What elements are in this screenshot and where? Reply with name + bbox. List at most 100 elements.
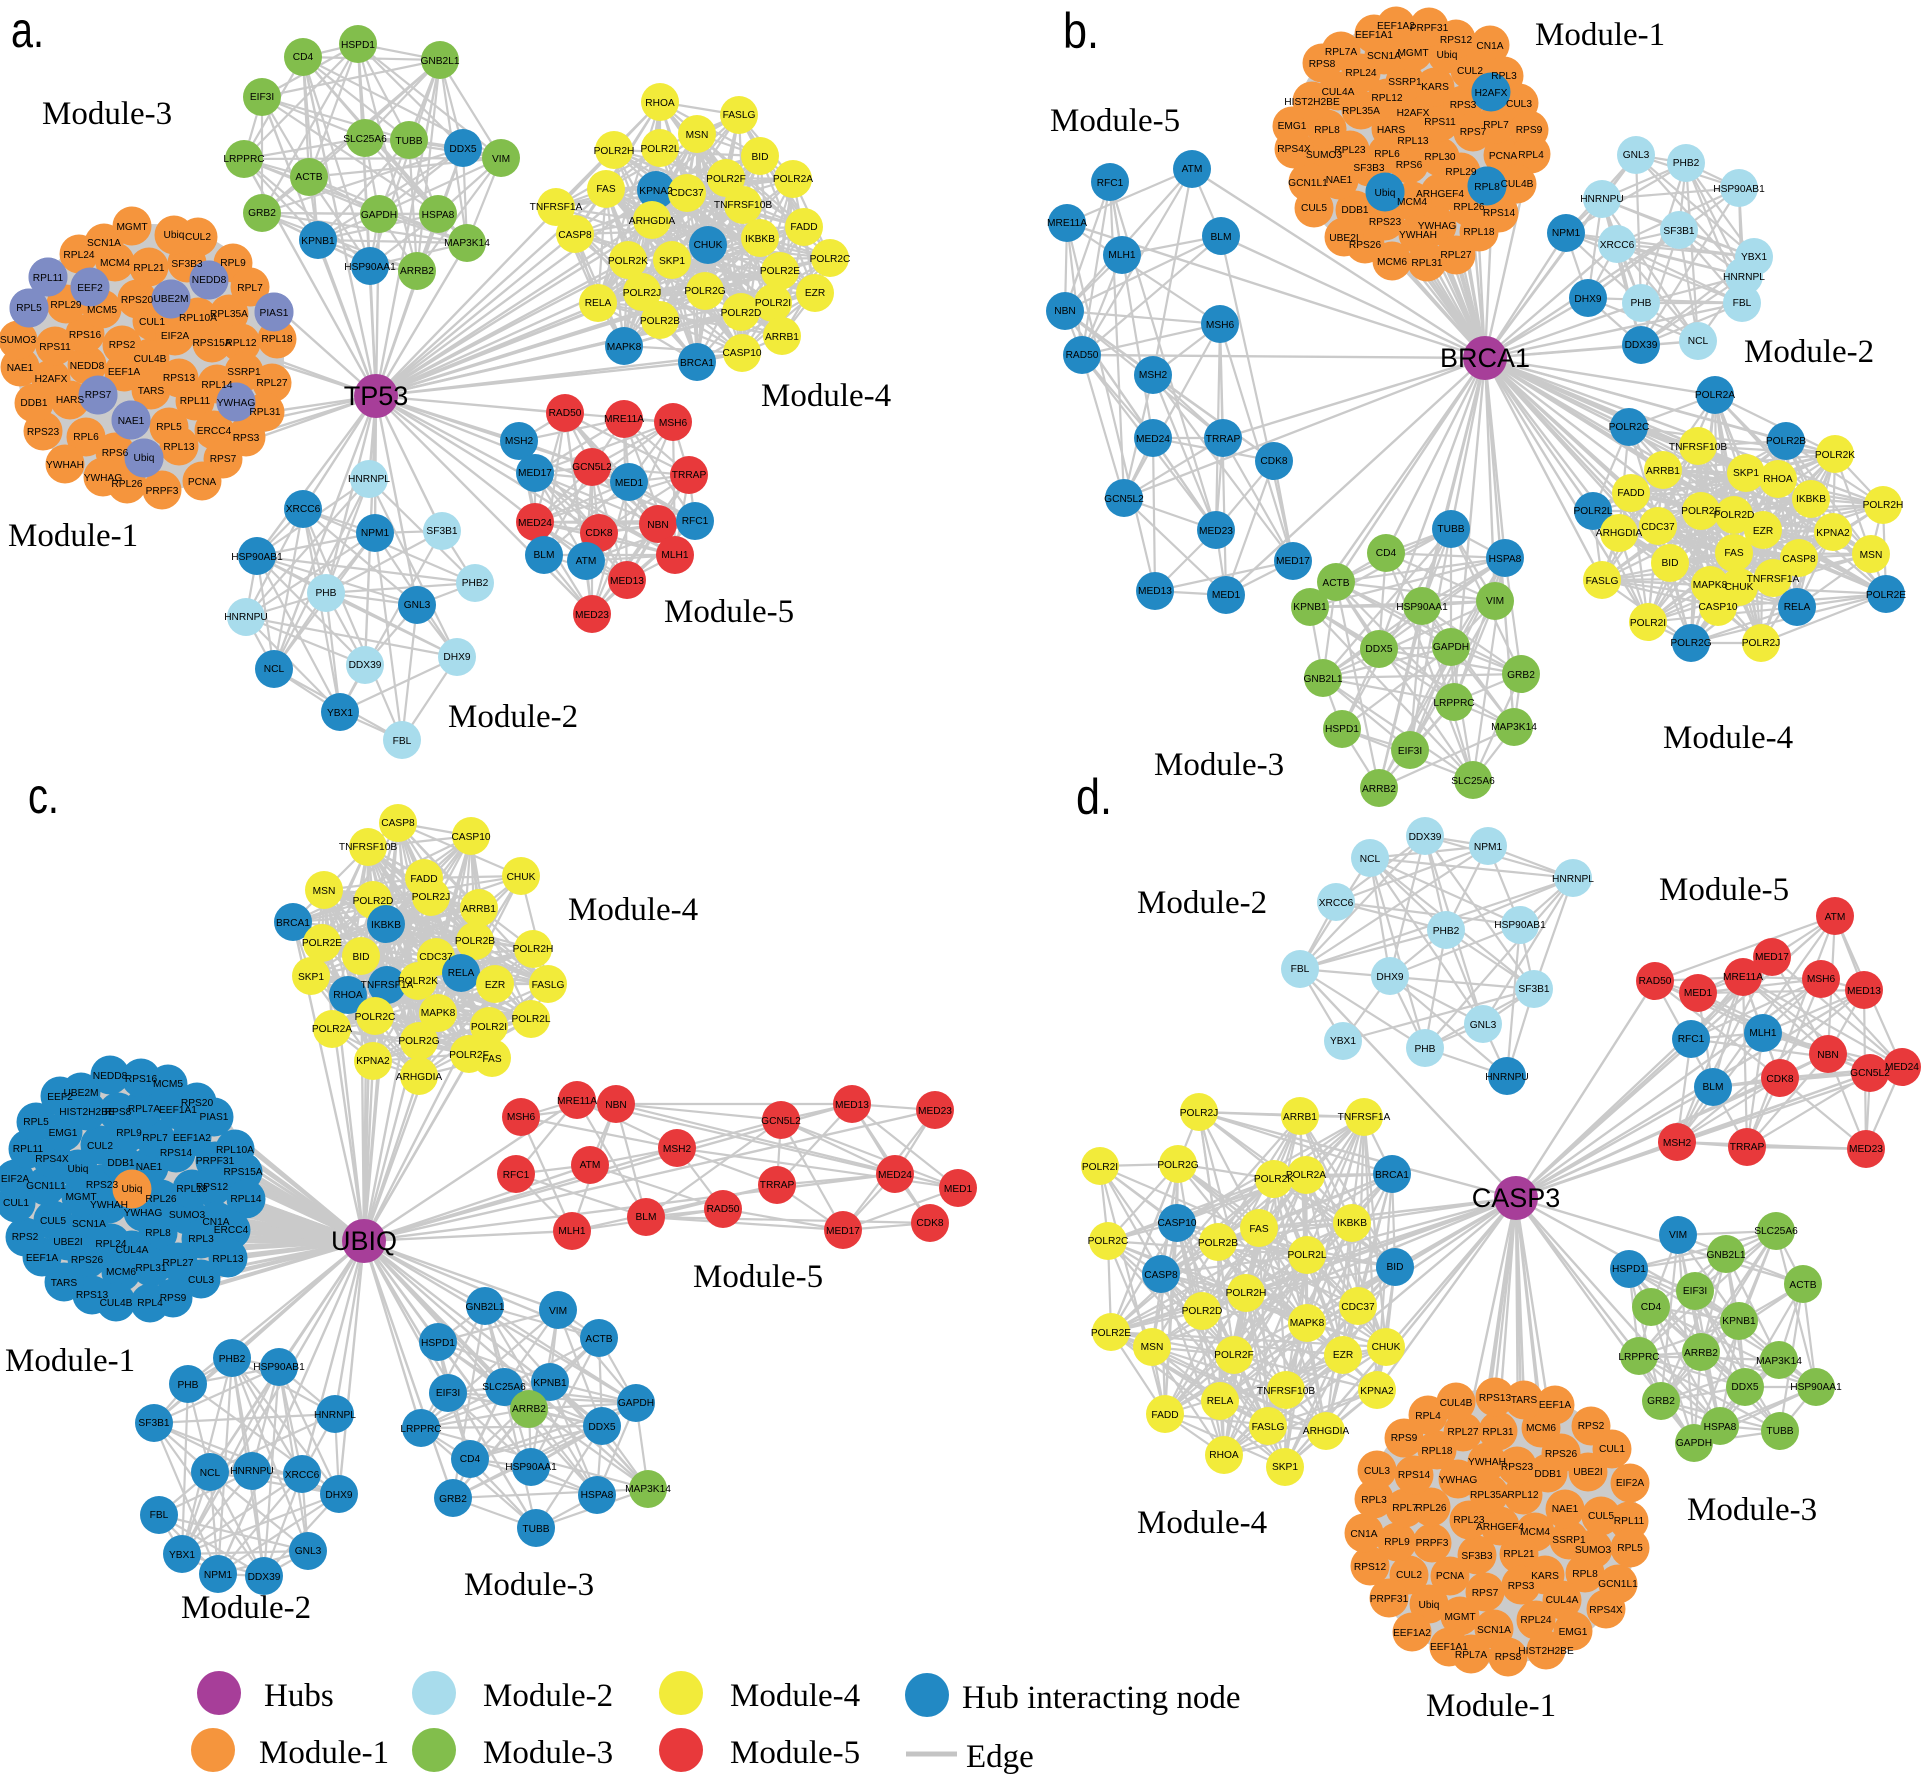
svg-text:MED13: MED13 [835, 1100, 869, 1111]
svg-text:EEF2: EEF2 [47, 1092, 73, 1103]
svg-text:NBN: NBN [605, 1100, 627, 1111]
svg-text:KPNA2: KPNA2 [1816, 528, 1850, 539]
svg-text:Ubiq: Ubiq [122, 1184, 143, 1195]
svg-text:POLR2D: POLR2D [353, 896, 394, 907]
svg-text:CDC37: CDC37 [670, 188, 704, 199]
svg-text:NEDD8: NEDD8 [70, 361, 105, 372]
svg-text:SKP1: SKP1 [1272, 1462, 1298, 1473]
svg-text:NAE1: NAE1 [1326, 175, 1353, 186]
svg-text:Module-3: Module-3 [464, 1567, 594, 1603]
svg-text:YBX1: YBX1 [169, 1550, 195, 1561]
svg-text:RPL14: RPL14 [201, 380, 232, 391]
svg-text:RPL12: RPL12 [1507, 1490, 1538, 1501]
svg-text:RPL13: RPL13 [212, 1254, 243, 1265]
svg-text:MED23: MED23 [1199, 526, 1233, 537]
svg-text:POLR2F: POLR2F [706, 174, 746, 185]
svg-text:KARS: KARS [1421, 82, 1449, 93]
svg-text:RPL6: RPL6 [1374, 149, 1400, 160]
svg-text:RPL7: RPL7 [237, 283, 263, 294]
svg-text:KPNB1: KPNB1 [1722, 1316, 1756, 1327]
svg-text:CN1A: CN1A [1350, 1529, 1377, 1540]
svg-text:MCM4: MCM4 [1397, 197, 1427, 208]
svg-text:RPL26: RPL26 [1453, 202, 1484, 213]
svg-text:GCN1L1: GCN1L1 [26, 1181, 66, 1192]
svg-text:RPS9: RPS9 [1516, 125, 1543, 136]
svg-text:FASLG: FASLG [723, 110, 756, 121]
svg-text:RPS3: RPS3 [1508, 1581, 1535, 1592]
svg-text:H2AFX: H2AFX [1397, 108, 1430, 119]
svg-text:CUL2: CUL2 [185, 232, 211, 243]
svg-text:CHUK: CHUK [507, 872, 536, 883]
svg-text:TNFRSF10B: TNFRSF10B [1257, 1386, 1316, 1397]
svg-text:SLC25A6: SLC25A6 [343, 134, 387, 145]
svg-text:UBE2M: UBE2M [153, 294, 188, 305]
svg-text:RPL10A: RPL10A [179, 313, 217, 324]
svg-text:MAPK8: MAPK8 [1693, 580, 1728, 591]
svg-text:HSPA8: HSPA8 [422, 210, 455, 221]
svg-text:HIST2H2BE: HIST2H2BE [1518, 1646, 1574, 1657]
svg-text:EEF1A1: EEF1A1 [159, 1105, 197, 1116]
svg-text:GAPDH: GAPDH [361, 210, 397, 221]
svg-text:POLR2H: POLR2H [1863, 500, 1904, 511]
svg-text:POLR2C: POLR2C [1609, 422, 1650, 433]
svg-text:PHB: PHB [1631, 298, 1652, 309]
svg-text:PRPF31: PRPF31 [1410, 23, 1449, 34]
svg-text:GNL3: GNL3 [295, 1546, 322, 1557]
svg-text:HIST2H2BE: HIST2H2BE [1284, 97, 1340, 108]
svg-text:RPL27: RPL27 [1440, 250, 1471, 261]
svg-text:GRB2: GRB2 [439, 1494, 467, 1505]
svg-text:RPL31: RPL31 [1482, 1427, 1513, 1438]
svg-text:RPL3: RPL3 [1491, 71, 1517, 82]
svg-text:RHOA: RHOA [645, 98, 675, 109]
svg-text:NBN: NBN [647, 520, 669, 531]
svg-text:MED24: MED24 [1885, 1062, 1919, 1073]
svg-text:FADD: FADD [410, 874, 437, 885]
svg-text:EIF3I: EIF3I [250, 92, 274, 103]
svg-text:HSPA8: HSPA8 [581, 1490, 614, 1501]
svg-text:NCL: NCL [264, 664, 285, 675]
svg-text:RPL5: RPL5 [156, 422, 182, 433]
svg-text:MED13: MED13 [1138, 586, 1172, 597]
svg-text:YWHAH: YWHAH [1399, 230, 1437, 241]
svg-text:BRCA1: BRCA1 [1440, 343, 1530, 373]
svg-text:RPS7: RPS7 [210, 454, 237, 465]
svg-text:POLR2E: POLR2E [760, 266, 800, 277]
svg-text:EIF3I: EIF3I [1683, 1286, 1707, 1297]
svg-text:DDX5: DDX5 [588, 1422, 616, 1433]
svg-text:MGMT: MGMT [116, 222, 147, 233]
svg-text:GAPDH: GAPDH [1676, 1438, 1712, 1449]
svg-text:HNRNPL: HNRNPL [1723, 272, 1765, 283]
svg-text:TUBB: TUBB [395, 136, 422, 147]
svg-text:RPS13: RPS13 [1479, 1393, 1512, 1404]
svg-text:RPL8: RPL8 [145, 1228, 171, 1239]
svg-text:POLR2K: POLR2K [608, 256, 648, 267]
svg-text:SLC25A6: SLC25A6 [1451, 776, 1495, 787]
svg-text:CDK8: CDK8 [1766, 1074, 1794, 1085]
svg-text:CASP10: CASP10 [722, 348, 761, 359]
svg-text:EMG1: EMG1 [1278, 121, 1307, 132]
svg-text:RPL5: RPL5 [16, 303, 42, 314]
svg-text:RPL24: RPL24 [1345, 68, 1376, 79]
svg-text:RPS11: RPS11 [1424, 117, 1456, 128]
svg-text:EEF1A2: EEF1A2 [173, 1133, 211, 1144]
svg-text:Module-2: Module-2 [1744, 334, 1874, 370]
svg-text:RPL18: RPL18 [1421, 1446, 1452, 1457]
svg-text:IKBKB: IKBKB [1796, 494, 1826, 505]
svg-text:GNL3: GNL3 [1470, 1020, 1497, 1031]
svg-text:POLR2G: POLR2G [684, 286, 725, 297]
svg-text:POLR2J: POLR2J [1180, 1108, 1219, 1119]
svg-text:RPL9: RPL9 [1384, 1537, 1410, 1548]
svg-text:FASLG: FASLG [1252, 1422, 1285, 1433]
svg-text:RELA: RELA [448, 968, 475, 979]
svg-text:PHB: PHB [178, 1380, 199, 1391]
svg-text:HNRNPU: HNRNPU [1580, 194, 1624, 205]
svg-text:MCM5: MCM5 [87, 305, 117, 316]
svg-text:MAPK8: MAPK8 [607, 342, 642, 353]
svg-text:RPL4: RPL4 [1518, 150, 1544, 161]
svg-text:Module-5: Module-5 [1659, 872, 1789, 908]
svg-text:BRCA1: BRCA1 [1375, 1170, 1409, 1181]
svg-text:POLR2D: POLR2D [721, 308, 762, 319]
svg-text:MRE11A: MRE11A [1723, 972, 1763, 983]
svg-text:Edge: Edge [966, 1739, 1034, 1775]
svg-text:RPS26: RPS26 [1349, 240, 1382, 251]
